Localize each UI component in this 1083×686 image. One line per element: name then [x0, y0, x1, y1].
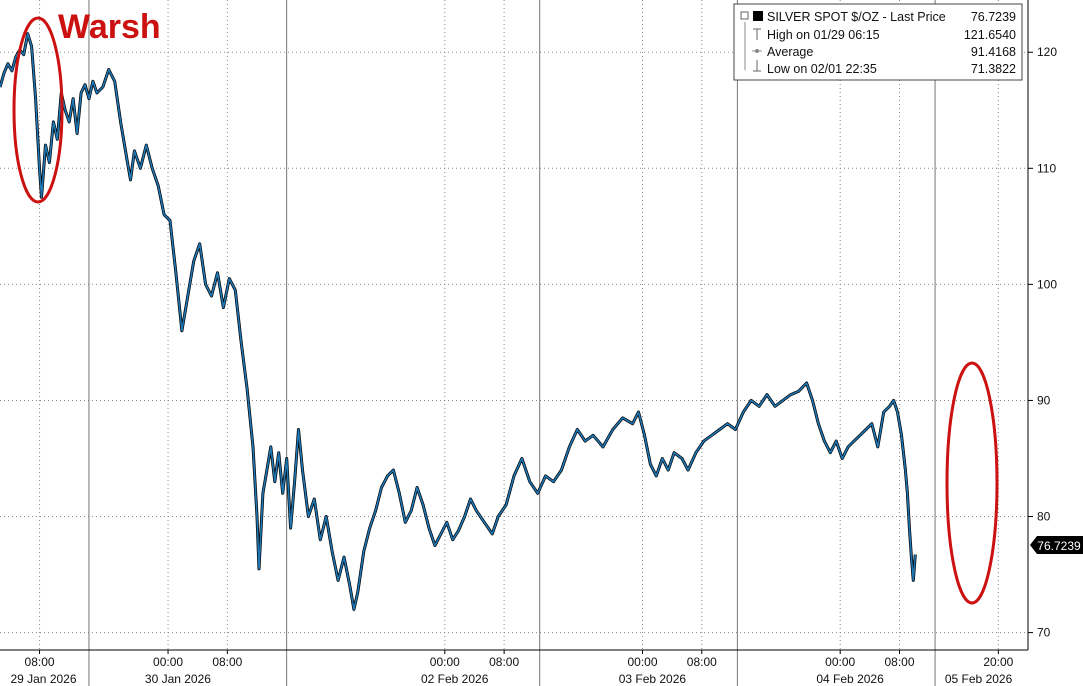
legend-entry-value: 71.3822 [971, 62, 1016, 76]
x-tick-label: 08:00 [212, 655, 242, 669]
annotations: Warsh [12, 8, 999, 605]
x-tick-label: 08:00 [687, 655, 717, 669]
price-series [0, 32, 917, 611]
x-tick-label: 08:00 [489, 655, 519, 669]
legend: SILVER SPOT $/OZ - Last Price 76.7239 Hi… [733, 3, 1023, 81]
annotation-ellipse-warsh [12, 16, 64, 204]
legend-box [733, 3, 1023, 81]
annotation-ellipse-recent-drop [945, 361, 999, 605]
x-tick-label: 00:00 [627, 655, 657, 669]
y-tick-label: 120 [1037, 45, 1057, 59]
y-tick-label: 110 [1037, 161, 1056, 175]
legend-average-icon-dot [755, 49, 759, 53]
x-date-label: 03 Feb 2026 [619, 672, 687, 686]
last-price-label: 76.7239 [1037, 539, 1081, 553]
last-price-marker: 76.7239 [1030, 536, 1083, 554]
legend-entry-label: High on 01/29 06:15 [767, 28, 880, 42]
x-tick-label: 00:00 [153, 655, 183, 669]
y-tick-label: 80 [1037, 510, 1051, 524]
annotation-warsh-label: Warsh [58, 8, 161, 46]
x-date-label: 04 Feb 2026 [816, 672, 884, 686]
legend-square-icon [740, 11, 749, 20]
x-tick-label: 08:00 [884, 655, 914, 669]
x-date-label: 30 Jan 2026 [145, 672, 211, 686]
x-date-label: 02 Feb 2026 [421, 672, 489, 686]
x-date-label: 05 Feb 2026 [945, 672, 1013, 686]
legend-entry-label: SILVER SPOT $/OZ - Last Price [767, 10, 946, 24]
y-axis: 70 80 90 100 110 120 [1027, 0, 1057, 650]
legend-series-swatch [753, 11, 763, 21]
x-tick-label: 00:00 [825, 655, 855, 669]
y-tick-label: 70 [1037, 626, 1051, 640]
x-axis: 08:00 00:00 08:00 00:00 08:00 00:00 08:00 00:00… [0, 649, 1028, 686]
y-tick-label: 90 [1037, 393, 1051, 407]
series-line [0, 32, 917, 611]
legend-entry-label: Average [767, 45, 813, 59]
legend-entry-label: Low on 02/01 22:35 [767, 62, 877, 76]
legend-entry-value: 76.7239 [971, 10, 1016, 24]
legend-entry-value: 91.4168 [971, 45, 1016, 59]
x-tick-label: 20:00 [983, 655, 1013, 669]
x-date-label: 29 Jan 2026 [10, 672, 76, 686]
y-tick-label: 100 [1037, 277, 1057, 291]
legend-entry-value: 121.6540 [964, 28, 1016, 42]
session-breaks [88, 0, 936, 686]
x-tick-label: 00:00 [430, 655, 460, 669]
x-tick-label: 08:00 [25, 655, 55, 669]
last-price-flag [1030, 536, 1083, 554]
